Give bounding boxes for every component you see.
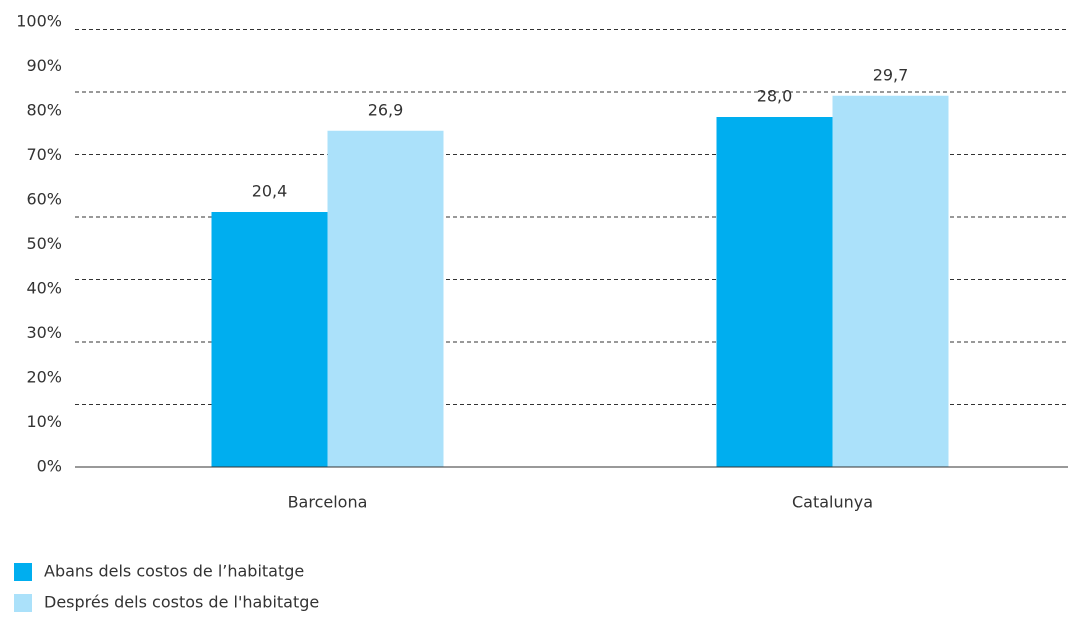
- data-label: 29,7: [873, 65, 909, 84]
- legend-label: Després dels costos de l'habitatge: [44, 593, 319, 612]
- y-tick-label: 40%: [26, 279, 62, 298]
- bar: [327, 130, 444, 467]
- y-tick-label: 50%: [26, 234, 62, 253]
- bar: [211, 212, 328, 467]
- y-tick-label: 70%: [26, 145, 62, 164]
- data-label: 28,0: [757, 87, 793, 106]
- y-tick-label: 0%: [37, 457, 62, 476]
- data-label: 20,4: [252, 182, 288, 201]
- y-tick-label: 60%: [26, 190, 62, 209]
- bar: [832, 95, 949, 467]
- x-tick-label: Catalunya: [792, 493, 873, 512]
- legend-swatch: [14, 563, 32, 581]
- legend-label: Abans dels costos de l’habitatge: [44, 562, 304, 581]
- y-tick-label: 80%: [26, 101, 62, 120]
- y-tick-label: 90%: [26, 56, 62, 75]
- bar: [716, 117, 833, 467]
- y-tick-label: 100%: [16, 12, 62, 31]
- data-label: 26,9: [368, 100, 404, 119]
- y-tick-label: 20%: [26, 368, 62, 387]
- x-tick-label: Barcelona: [288, 493, 368, 512]
- legend-swatch: [14, 594, 32, 612]
- y-tick-label: 30%: [26, 323, 62, 342]
- y-tick-label: 10%: [26, 412, 62, 431]
